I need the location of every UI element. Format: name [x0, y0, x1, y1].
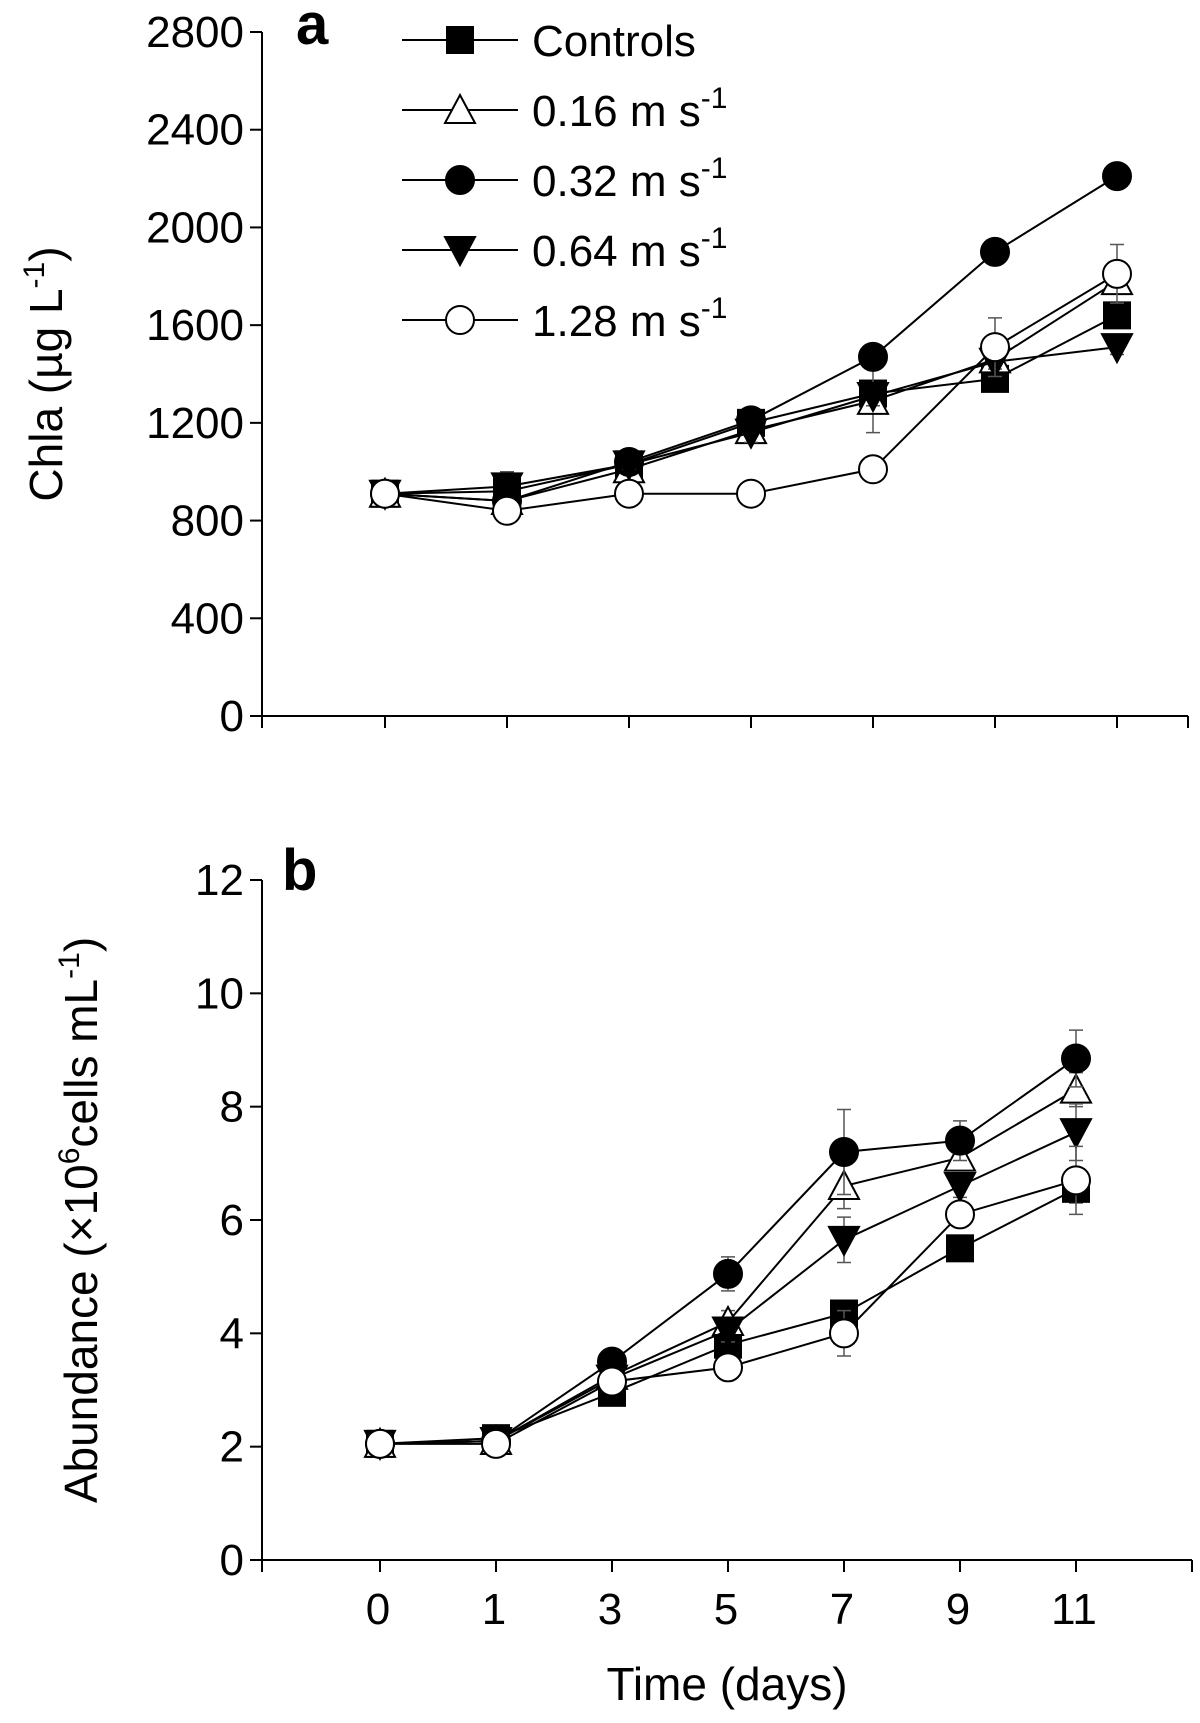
legend-marker — [445, 305, 475, 335]
panel-a-series-2 — [368, 264, 1134, 516]
legend-label: 0.16 m s-1 — [532, 82, 727, 136]
data-point — [943, 1172, 977, 1204]
panel-b-y-tick-label: 6 — [220, 1196, 244, 1245]
data-point — [492, 495, 522, 526]
data-point — [1103, 301, 1131, 330]
panel-b-y-tick-label: 12 — [195, 856, 244, 905]
data-point — [365, 1428, 395, 1459]
data-point — [481, 1428, 511, 1459]
legend-label: 1.28 m s-1 — [532, 292, 727, 346]
panel-a-y-tick-label: 0 — [220, 692, 244, 741]
data-point — [734, 418, 768, 450]
panel-b-x-tick-label: 0 — [366, 1585, 390, 1634]
data-point — [1059, 1118, 1093, 1150]
panel-a-y-tick-label: 2000 — [146, 203, 244, 252]
data-point — [980, 236, 1010, 267]
data-point — [612, 450, 646, 482]
panel-a-series-1 — [371, 301, 1131, 508]
panel-a-y-tick-label: 1200 — [146, 399, 244, 448]
panel-a-y-tick-label: 1600 — [146, 301, 244, 350]
data-point — [490, 472, 524, 504]
data-point — [1059, 1072, 1093, 1104]
data-point — [858, 454, 888, 485]
data-point — [946, 1234, 974, 1263]
legend-label: 0.32 m s-1 — [532, 152, 727, 206]
panel-a-series — [368, 161, 1134, 526]
data-point — [829, 1318, 859, 1349]
legend-item-1: Controls — [402, 17, 696, 66]
legend-marker — [445, 165, 475, 195]
legend-marker — [446, 26, 474, 54]
panel-b-x-tick-label: 7 — [830, 1585, 854, 1634]
panel-b-y-tick-label: 8 — [220, 1083, 244, 1132]
data-point — [711, 1316, 745, 1348]
panel-b-series-5 — [365, 1145, 1091, 1459]
panel-a-series-5 — [370, 243, 1132, 526]
panel-a-legend: Controls 0.16 m s-1 0.32 m s-1 0.64 m s-1 1.… — [402, 17, 727, 346]
legend-marker — [443, 92, 477, 124]
data-point — [1100, 333, 1134, 365]
panel-b-y-tick-label: 2 — [220, 1423, 244, 1472]
legend-item-3: 0.32 m s-1 — [402, 152, 727, 206]
data-point — [829, 1137, 859, 1167]
legend-marker — [443, 236, 477, 268]
data-point — [614, 478, 644, 509]
panel-b-y-tick-label: 4 — [220, 1309, 244, 1358]
panel-b-series-3 — [365, 1029, 1091, 1459]
data-point — [980, 332, 1010, 363]
panel-b-y-tick-label: 0 — [220, 1536, 244, 1585]
panel-a-x-ticks — [261, 716, 1189, 728]
data-point — [945, 1199, 975, 1230]
legend-label: 0.64 m s-1 — [532, 222, 727, 276]
panel-a-y-tick-label: 2400 — [146, 106, 244, 155]
panel-b-x-axis-label: Time (days) — [606, 1658, 847, 1710]
panel-b-x-tick-label: 9 — [946, 1585, 970, 1634]
panel-b-x-tick-label: 11 — [1051, 1585, 1097, 1634]
data-point — [827, 1225, 861, 1257]
panel-b-x-tick-label: 3 — [598, 1585, 622, 1634]
legend-label: Controls — [532, 17, 696, 66]
data-point — [856, 381, 890, 414]
panel-a-y-tick-label: 2800 — [146, 8, 244, 57]
panel-b: 0 2 4 6 8 10 12 0 1 3 5 7 9 11 b Abundance (×106cell… — [53, 838, 1193, 1710]
panel-b-x-ticks: 0 1 3 5 7 9 11 — [261, 1560, 1193, 1634]
data-point — [1061, 1043, 1091, 1074]
legend-item-5: 1.28 m s-1 — [402, 292, 727, 346]
panel-a-y-ticks: 0 400 800 1200 1600 2000 2400 2800 — [146, 8, 262, 741]
data-point — [713, 1352, 743, 1383]
panel-a-y-axis-label: Chla (µg L-1) — [18, 246, 72, 501]
panel-b-y-axis-label: Abundance (×106cells mL-1) — [53, 937, 107, 1503]
data-point — [1102, 161, 1132, 192]
legend-item-2: 0.16 m s-1 — [402, 82, 727, 136]
data-point — [370, 478, 400, 509]
panel-a-series-3 — [370, 161, 1132, 517]
panel-b-x-tick-label: 5 — [714, 1585, 738, 1634]
panel-b-series — [363, 1029, 1093, 1461]
data-point — [713, 1258, 743, 1289]
data-point — [1102, 258, 1132, 289]
data-point — [597, 1366, 627, 1397]
panel-b-y-tick-label: 10 — [195, 969, 244, 1018]
legend-item-4: 0.64 m s-1 — [402, 222, 727, 276]
panel-a-y-tick-label: 800 — [171, 497, 244, 546]
panel-b-letter: b — [282, 838, 317, 903]
data-point — [945, 1125, 975, 1156]
data-point — [1061, 1165, 1091, 1196]
panel-a-y-tick-label: 400 — [171, 594, 244, 643]
data-point — [858, 341, 888, 372]
panel-b-x-tick-label: 1 — [482, 1585, 506, 1634]
panel-b-y-ticks: 0 2 4 6 8 10 12 — [195, 856, 262, 1585]
panel-a: 0 400 800 1200 1600 2000 2400 2800 a Chla (µg L… — [18, 0, 1189, 741]
panel-a-letter: a — [296, 0, 329, 57]
data-point — [736, 478, 766, 509]
